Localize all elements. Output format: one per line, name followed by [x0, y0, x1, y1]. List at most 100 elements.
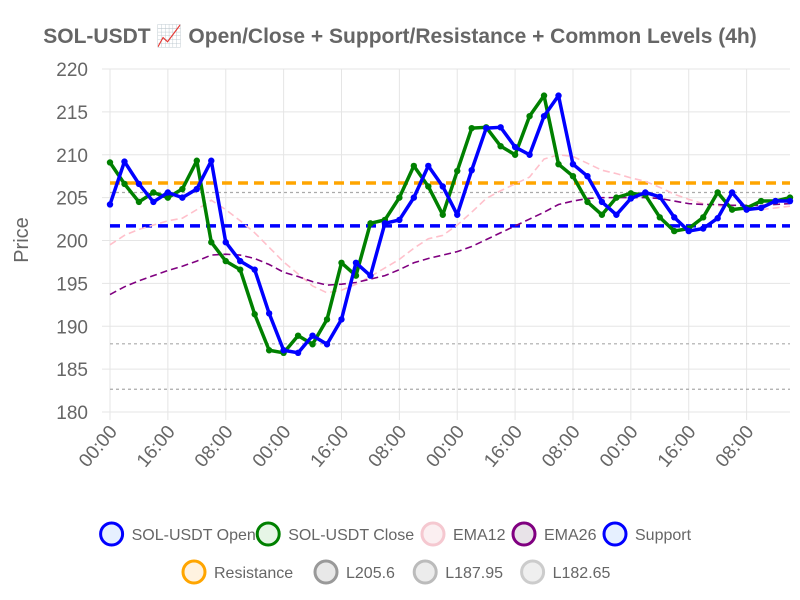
data-point [425, 183, 432, 190]
level-lines [110, 181, 790, 390]
data-point [468, 124, 475, 132]
data-point [164, 189, 172, 196]
data-point [265, 347, 273, 354]
y-axis-label: Price [11, 217, 33, 263]
data-point [193, 157, 201, 164]
data-point [613, 211, 620, 218]
data-point [425, 162, 432, 170]
data-point [584, 198, 591, 206]
legend-label: SOL-USDT Open [132, 527, 256, 544]
data-point [338, 259, 345, 266]
x-tick-label: 00:00 [596, 422, 643, 472]
y-tick-label: 200 [56, 232, 88, 253]
data-point [121, 158, 128, 165]
data-point [294, 332, 302, 339]
data-point [309, 332, 316, 339]
y-tick-label: 195 [56, 274, 88, 295]
legend-marker [181, 559, 207, 585]
data-point [222, 257, 229, 265]
data-point [106, 201, 114, 208]
data-point [699, 214, 707, 221]
x-tick-label: 16:00 [133, 422, 180, 472]
x-tick-label: 16:00 [307, 422, 354, 472]
x-tick-label: 00:00 [249, 422, 296, 472]
data-point [396, 194, 403, 201]
grid [102, 68, 790, 420]
data-point [728, 206, 736, 213]
data-point [497, 124, 504, 131]
legend-marker [412, 559, 438, 585]
y-tick-label: 220 [56, 60, 88, 81]
data-point [786, 197, 794, 205]
data-point [656, 214, 663, 221]
data-point [714, 189, 721, 196]
x-tick-label: 00:00 [422, 422, 469, 472]
data-point [106, 159, 114, 166]
data-point [714, 215, 721, 222]
data-point [743, 206, 750, 213]
data-point [511, 143, 519, 151]
legend-marker [420, 521, 446, 547]
data-point [323, 341, 331, 348]
data-point [598, 211, 606, 218]
data-point [208, 239, 215, 246]
legend-marker [602, 521, 628, 547]
data-point [179, 194, 186, 201]
data-point [367, 220, 374, 227]
data-point [439, 183, 446, 190]
legend-marker [99, 521, 125, 547]
data-point [555, 160, 562, 168]
data-point [627, 190, 635, 197]
data-point [540, 112, 548, 120]
data-point [367, 272, 374, 279]
data-point [598, 198, 606, 206]
data-point [454, 211, 461, 218]
data-point [135, 198, 143, 206]
data-point [772, 197, 779, 205]
data-point [511, 151, 519, 158]
data-point [193, 185, 201, 193]
data-point [439, 211, 446, 218]
y-tick-label: 210 [56, 146, 88, 167]
data-point [468, 166, 475, 174]
y-tick-label: 205 [56, 189, 88, 210]
data-point [540, 92, 548, 99]
data-point [757, 197, 765, 205]
data-point [569, 160, 577, 168]
legend-label: Resistance [214, 565, 293, 582]
data-point [642, 189, 649, 196]
data-point [381, 220, 389, 227]
data-point [237, 257, 244, 265]
legend-marker [255, 521, 281, 547]
x-tick-label: 16:00 [654, 422, 701, 472]
data-point [251, 266, 258, 273]
data-point [280, 347, 287, 354]
data-point [222, 239, 229, 246]
data-point [208, 157, 215, 164]
chart-title: SOL-USDT 📈 Open/Close + Support/Resistan… [43, 23, 756, 48]
data-point [309, 341, 316, 348]
legend-label: EMA26 [544, 527, 597, 544]
x-tick-label: 00:00 [75, 422, 122, 472]
data-point [179, 185, 186, 193]
data-point [265, 310, 273, 317]
y-tick-label: 180 [56, 403, 88, 424]
data-point [150, 198, 157, 206]
y-tick-label: 185 [56, 360, 88, 381]
data-point [164, 194, 172, 201]
series-lines [106, 92, 794, 357]
data-point [150, 189, 157, 196]
y-tick-label: 215 [56, 103, 88, 124]
data-point [410, 162, 418, 170]
data-point [237, 266, 244, 273]
data-point [671, 214, 678, 221]
y-tick-label: 190 [56, 317, 88, 338]
data-point [526, 112, 533, 120]
data-point [728, 189, 736, 196]
data-point [584, 172, 591, 180]
data-point [627, 195, 635, 202]
data-point [671, 227, 678, 235]
data-point [569, 172, 577, 180]
legend-marker [511, 521, 537, 547]
